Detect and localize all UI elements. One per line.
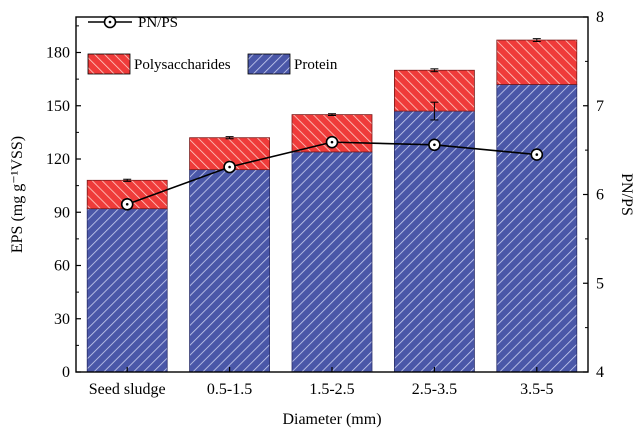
protein-bar <box>189 169 271 373</box>
legend-pn-ps-swatch-dot <box>108 20 112 24</box>
right-y-tick-label: 7 <box>596 98 604 115</box>
left-y-axis-title: EPS (mg g⁻¹VSS) <box>9 136 26 253</box>
left-y-tick-label: 180 <box>46 45 70 62</box>
x-category-label: 2.5-3.5 <box>412 381 457 398</box>
left-y-tick-label: 0 <box>62 364 70 381</box>
pn-ps-line-layer <box>120 135 544 211</box>
pn-ps-point-dot <box>125 202 129 206</box>
legend: PN/PS Polysaccharides Protein <box>87 15 338 75</box>
legend-protein-label: Protein <box>294 57 338 73</box>
protein-bar <box>86 208 168 373</box>
x-category-label: 3.5-5 <box>520 381 553 398</box>
legend-protein-swatch <box>247 53 291 75</box>
right-y-tick-label: 6 <box>596 187 604 204</box>
pn-ps-point-dot <box>535 153 539 156</box>
pn-ps-point-dot <box>228 165 231 169</box>
x-axis-title: Diameter (mm) <box>282 411 381 428</box>
axes-layer: 0 30 60 90 120 150 180 4 5 6 7 8 Seed sludge 0.5-1.5 1… <box>9 9 635 428</box>
left-y-tick-label: 120 <box>46 151 70 168</box>
legend-polysaccharides-label: Polysaccharides <box>134 57 231 73</box>
left-y-tick-label: 90 <box>54 204 70 221</box>
protein-bar <box>291 151 373 373</box>
x-category-label: 0.5-1.5 <box>207 381 252 398</box>
legend-polysaccharides-swatch <box>87 53 131 75</box>
left-y-tick-label: 60 <box>54 258 70 275</box>
left-y-tick-label: 150 <box>46 98 70 115</box>
pn-ps-point-dot <box>330 140 334 144</box>
protein-bar <box>496 84 578 373</box>
right-y-axis-title: PN/PS <box>618 173 635 216</box>
polysaccharides-bar <box>496 39 578 85</box>
left-y-tick-label: 30 <box>54 311 70 328</box>
pn-ps-point-dot <box>433 143 436 147</box>
right-y-tick-label: 8 <box>596 9 604 26</box>
right-y-tick-label: 5 <box>596 275 604 292</box>
bars-layer <box>86 38 578 373</box>
x-category-label: Seed sludge <box>89 381 166 398</box>
right-y-tick-label: 4 <box>596 364 604 381</box>
x-category-label: 1.5-2.5 <box>309 381 354 398</box>
legend-pn-ps-label: PN/PS <box>138 15 178 31</box>
